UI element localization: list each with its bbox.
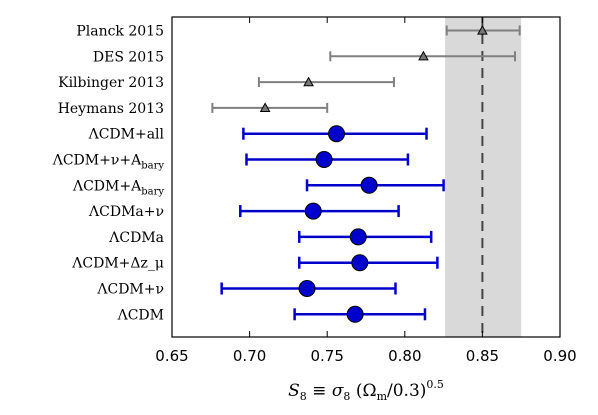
row-external-2 xyxy=(257,76,395,88)
plot-frame xyxy=(171,16,561,338)
triangle-marker xyxy=(259,102,271,112)
x-tick-label: 0.90 xyxy=(543,347,576,365)
triangle-marker xyxy=(477,24,488,35)
row-label: ΛCDM xyxy=(117,307,164,323)
row-label: DES 2015 xyxy=(93,49,164,65)
x-tick-label: 0.75 xyxy=(310,347,343,365)
row-label: Heymans 2013 xyxy=(58,101,164,117)
row-model-3 xyxy=(239,202,400,220)
row-label: Planck 2015 xyxy=(76,24,164,40)
row-label: ΛCDMa+ν xyxy=(88,204,164,220)
row-model-0 xyxy=(242,125,428,143)
row-external-0 xyxy=(445,24,521,36)
circle-marker xyxy=(360,176,378,194)
rows-layer xyxy=(211,24,521,323)
row-label: ΛCDM+Δz_μ xyxy=(71,256,164,272)
row-model-7 xyxy=(293,305,427,323)
row-label: ΛCDMa xyxy=(108,230,164,246)
x-axis-label: S8 ≡ σ8 (Ωm/0.3)0.5 xyxy=(288,378,444,403)
row-model-5 xyxy=(298,254,439,272)
circle-marker xyxy=(351,254,369,272)
x-axis-ticks: 0.65 0.70 0.75 0.80 0.85 0.90 xyxy=(155,17,577,365)
row-model-6 xyxy=(220,280,397,297)
circle-marker xyxy=(349,228,367,246)
row-label: ΛCDM+ν+Abary xyxy=(52,153,165,172)
row-labels: Planck 2015 DES 2015 Kilbinger 2013 Heymans… xyxy=(52,24,165,324)
row-label: ΛCDM+all xyxy=(88,127,165,143)
circle-marker xyxy=(304,202,322,220)
circle-marker xyxy=(346,305,364,323)
row-label: ΛCDM+Abary xyxy=(72,178,164,197)
x-tick-label: 0.70 xyxy=(233,347,266,365)
row-label: ΛCDM+ν xyxy=(96,282,164,298)
row-model-2 xyxy=(305,176,445,194)
x-tick-label: 0.80 xyxy=(388,347,421,365)
row-model-1 xyxy=(245,151,410,168)
circle-marker xyxy=(298,280,316,297)
triangle-marker xyxy=(303,76,314,87)
circle-marker xyxy=(328,125,346,143)
row-label: Kilbinger 2013 xyxy=(58,75,164,91)
x-tick-label: 0.65 xyxy=(155,347,188,365)
circle-marker xyxy=(315,151,333,168)
x-tick-label: 0.85 xyxy=(466,347,499,365)
row-model-4 xyxy=(298,228,433,246)
row-external-3 xyxy=(211,102,329,113)
triangle-marker xyxy=(418,50,429,61)
row-external-1 xyxy=(329,50,516,62)
